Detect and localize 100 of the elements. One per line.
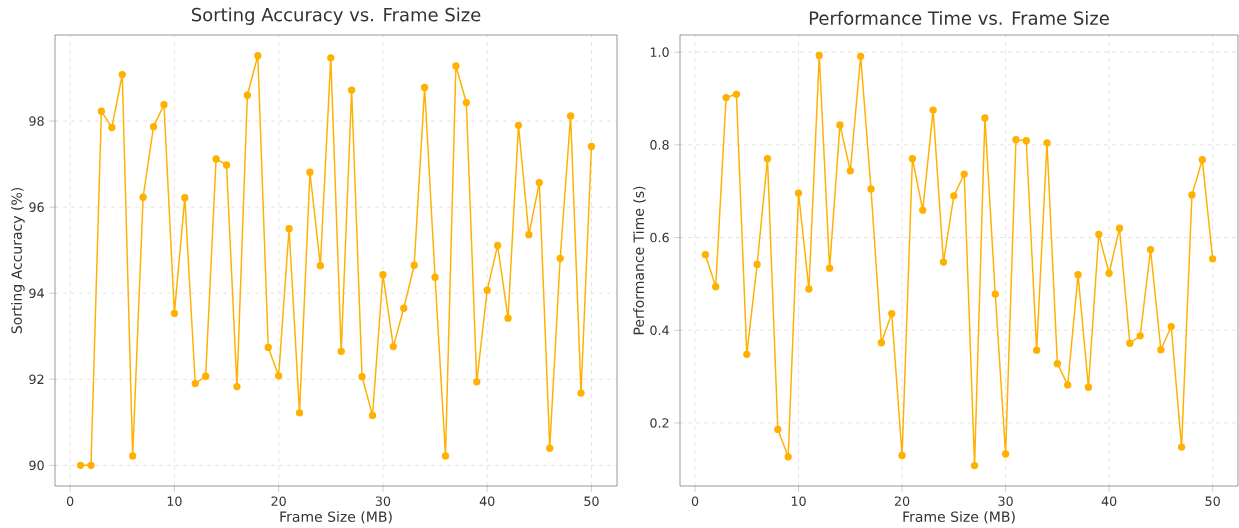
point bbox=[701, 251, 710, 259]
x-tick-label: 40 bbox=[479, 496, 495, 506]
point bbox=[410, 261, 418, 269]
point bbox=[535, 178, 543, 187]
point bbox=[950, 192, 958, 200]
point bbox=[1198, 155, 1206, 164]
y-tick-label: 0.6 bbox=[650, 232, 669, 243]
point bbox=[556, 254, 564, 262]
point bbox=[170, 309, 179, 318]
point bbox=[306, 168, 314, 176]
point bbox=[139, 193, 147, 201]
chart-title: Sorting Accuracy vs. Frame Size bbox=[191, 7, 481, 25]
point bbox=[732, 90, 741, 98]
y-tick-label: 0.8 bbox=[650, 140, 669, 150]
point bbox=[908, 155, 917, 163]
point bbox=[254, 51, 262, 60]
point bbox=[243, 91, 252, 99]
point bbox=[264, 343, 272, 352]
point bbox=[805, 285, 813, 293]
point bbox=[181, 193, 189, 202]
point bbox=[1095, 230, 1103, 238]
point bbox=[836, 121, 844, 129]
point bbox=[587, 142, 596, 151]
point bbox=[867, 185, 875, 193]
point bbox=[118, 70, 126, 79]
point bbox=[1043, 139, 1051, 147]
point bbox=[846, 167, 854, 175]
point bbox=[160, 101, 168, 109]
point bbox=[1177, 443, 1186, 451]
point bbox=[1012, 136, 1020, 144]
point bbox=[566, 112, 575, 120]
point bbox=[483, 286, 491, 294]
point bbox=[1001, 450, 1010, 458]
point bbox=[222, 161, 231, 169]
point bbox=[774, 425, 782, 434]
point bbox=[722, 93, 730, 102]
point bbox=[1064, 381, 1072, 389]
point bbox=[815, 51, 823, 60]
x-tick-label: 50 bbox=[584, 496, 599, 506]
point bbox=[970, 461, 979, 470]
point bbox=[898, 451, 906, 460]
y-axis-title: Performance Time (s) bbox=[633, 186, 646, 335]
point bbox=[794, 189, 803, 197]
x-axis-title: Frame Size (MB) bbox=[903, 511, 1015, 524]
point bbox=[295, 409, 304, 417]
point bbox=[233, 382, 241, 391]
x-tick-label: 30 bbox=[375, 496, 391, 506]
chart-title: Performance Time vs. Frame Size bbox=[809, 10, 1109, 25]
point bbox=[1074, 270, 1082, 279]
point bbox=[1126, 339, 1134, 347]
point bbox=[929, 106, 937, 114]
point bbox=[1022, 136, 1030, 145]
point bbox=[379, 271, 387, 279]
x-axis-title: Frame Size (MB) bbox=[280, 511, 392, 524]
point bbox=[514, 121, 523, 130]
point bbox=[201, 372, 210, 380]
point bbox=[856, 52, 865, 60]
point bbox=[1188, 191, 1196, 199]
point bbox=[316, 261, 325, 270]
y-tick-label: 94 bbox=[29, 288, 44, 298]
point bbox=[1105, 269, 1113, 277]
point bbox=[358, 372, 366, 381]
point bbox=[431, 273, 439, 281]
x-tick-label: 0 bbox=[66, 496, 74, 506]
point bbox=[129, 452, 137, 460]
point bbox=[1032, 346, 1041, 354]
y-tick-label: 90 bbox=[29, 460, 44, 471]
point bbox=[1146, 245, 1155, 254]
x-tick-label: 40 bbox=[1101, 496, 1117, 506]
point bbox=[919, 206, 927, 214]
x-tick-label: 10 bbox=[167, 496, 182, 506]
point bbox=[212, 155, 220, 163]
point bbox=[888, 309, 896, 318]
point bbox=[473, 378, 481, 386]
x-tick-label: 20 bbox=[271, 496, 286, 506]
y-tick-label: 0.4 bbox=[650, 325, 669, 336]
point bbox=[753, 260, 761, 269]
point bbox=[712, 282, 720, 291]
y-tick-label: 0.2 bbox=[650, 418, 669, 428]
point bbox=[1084, 383, 1093, 391]
point bbox=[87, 461, 95, 469]
point bbox=[462, 98, 471, 107]
point bbox=[191, 379, 199, 388]
y-tick-label: 98 bbox=[29, 116, 44, 126]
point bbox=[420, 83, 429, 92]
point bbox=[1167, 322, 1175, 331]
point bbox=[347, 86, 356, 94]
point bbox=[960, 170, 968, 178]
point bbox=[108, 123, 116, 132]
point bbox=[546, 444, 554, 452]
point bbox=[825, 264, 834, 272]
point bbox=[1208, 255, 1217, 263]
x-tick-label: 0 bbox=[691, 496, 699, 506]
x-tick-label: 20 bbox=[894, 496, 910, 506]
point bbox=[274, 372, 283, 380]
point bbox=[784, 453, 792, 461]
point bbox=[389, 342, 398, 351]
y-tick-label: 92 bbox=[29, 374, 44, 385]
point bbox=[441, 452, 450, 460]
point bbox=[1115, 224, 1124, 232]
